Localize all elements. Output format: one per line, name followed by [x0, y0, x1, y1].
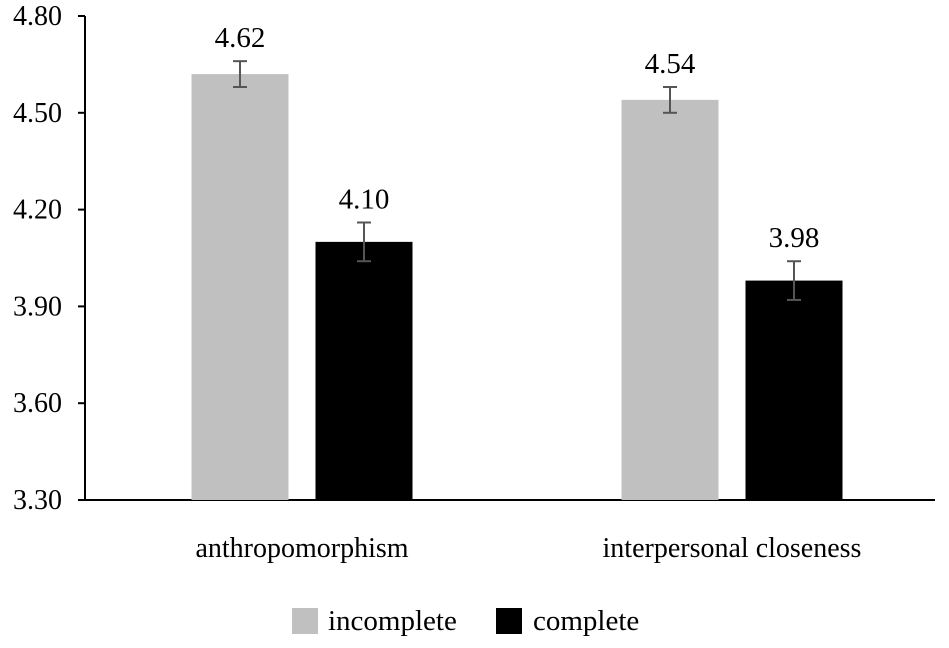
bars	[191, 74, 843, 500]
legend-swatch	[496, 608, 522, 634]
error-bars	[233, 60, 801, 301]
y-tick-label: 3.60	[13, 388, 62, 419]
bar	[191, 74, 289, 500]
data-label: 3.98	[769, 222, 820, 254]
y-tick-label: 3.90	[13, 291, 62, 322]
x-category-label: interpersonal closeness	[603, 533, 862, 564]
bar	[621, 99, 719, 500]
legend: incomplete complete	[292, 605, 639, 637]
data-label: 4.10	[339, 184, 390, 216]
bar	[745, 280, 843, 500]
data-labels: 4.62 4.10 4.54 3.98	[215, 22, 820, 254]
legend-label: complete	[533, 605, 639, 637]
y-tick-label: 4.80	[13, 1, 62, 32]
legend-swatch	[292, 608, 318, 634]
y-tick-label: 4.20	[13, 195, 62, 226]
axes: 3.30 3.60 3.90 4.20 4.50 4.80 anthropomorphism…	[13, 1, 935, 564]
y-tick-label: 4.50	[13, 98, 62, 129]
x-category-label: anthropomorphism	[195, 533, 408, 564]
y-tick-label: 3.30	[13, 485, 62, 516]
bar	[315, 241, 413, 500]
data-label: 4.54	[645, 48, 696, 80]
legend-label: incomplete	[328, 605, 457, 637]
data-label: 4.62	[215, 22, 266, 54]
